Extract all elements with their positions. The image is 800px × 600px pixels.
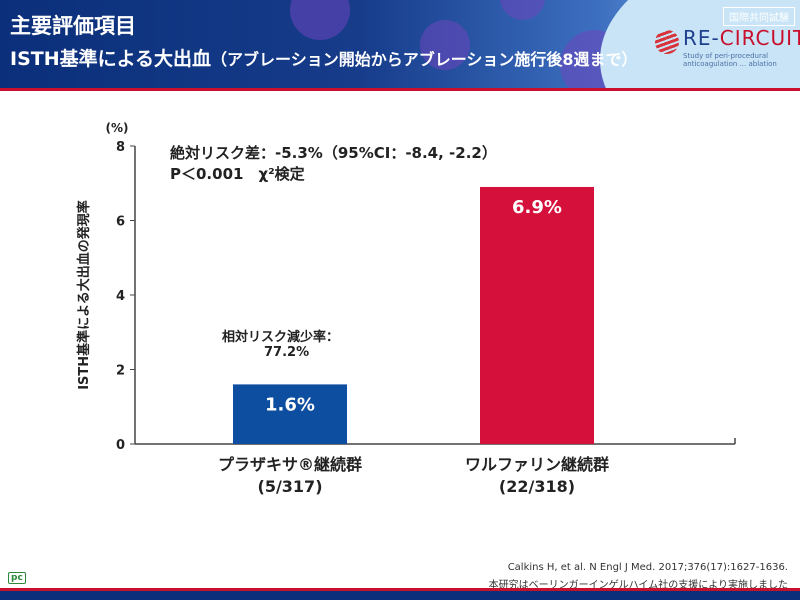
- logo-mark-icon: [655, 30, 679, 54]
- page-title: 主要評価項目: [10, 14, 136, 38]
- x-tick-n-label: (22/318): [499, 477, 575, 496]
- relative-risk-value: 77.2%: [264, 345, 310, 360]
- y-tick-label: 6: [116, 215, 125, 230]
- page-subtitle: ISTH基準による大出血（アブレーション開始からアブレーション施行後8週まで）: [10, 48, 638, 70]
- y-axis-label: ISTH基準による大出血の発現率: [76, 200, 92, 390]
- header: 主要評価項目 ISTH基準による大出血（アブレーション開始からアブレーション施行…: [0, 0, 800, 88]
- y-tick-label: 4: [116, 289, 125, 304]
- bar: [233, 384, 347, 444]
- y-unit-label: (%): [106, 121, 129, 135]
- footer-bar: [0, 588, 800, 600]
- reference: Calkins H, et al. N Engl J Med. 2017;376…: [507, 562, 788, 573]
- header-divider: [0, 88, 800, 91]
- x-tick-label: ワルファリン継続群: [465, 455, 609, 474]
- support-note: 本研究はベーリンガーインゲルハイム社の支援により実施しました: [488, 580, 788, 591]
- bar: [480, 186, 594, 444]
- data-label: 1.6%: [265, 394, 315, 415]
- y-tick-label: 2: [116, 364, 125, 379]
- pc-logo: pc: [8, 572, 26, 584]
- x-tick-n-label: (5/317): [258, 477, 323, 496]
- y-tick-label: 8: [116, 140, 125, 155]
- trial-badge: 国際共同試験: [723, 7, 795, 26]
- x-tick-label: プラザキサ®継続群: [218, 455, 362, 474]
- absolute-risk-difference: 絶対リスク差：-5.3%（95%CI：-8.4, -2.2）: [170, 144, 497, 162]
- relative-risk-label: 相対リスク減少率：: [222, 330, 340, 345]
- y-tick-label: 0: [116, 438, 125, 453]
- p-value: P＜0.001 χ²検定: [170, 165, 305, 183]
- data-label: 6.9%: [512, 197, 562, 218]
- bar-chart: 0 2 4 6 8 (%) ISTH基準による大出血の発現率 1.6% プラザキサ®継続群 (5/…: [76, 121, 736, 496]
